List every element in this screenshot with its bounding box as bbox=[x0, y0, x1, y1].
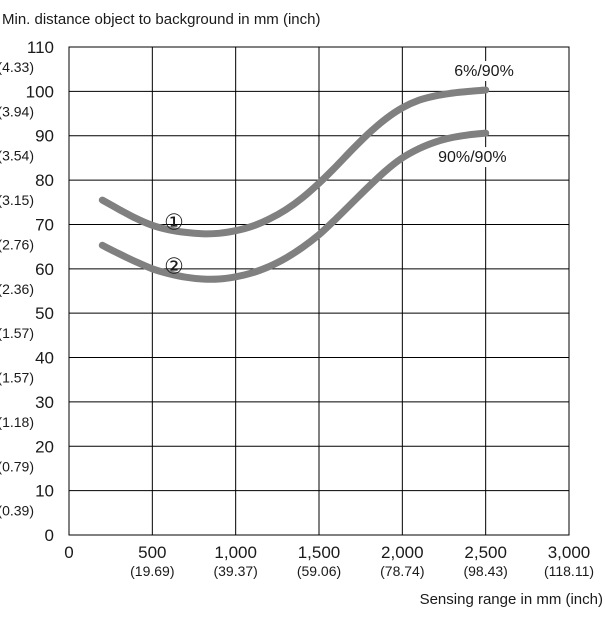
x-tick-label: 0 bbox=[64, 543, 73, 562]
series-name-label-2: 90%/90% bbox=[438, 149, 507, 166]
series-layer bbox=[98, 86, 490, 283]
y-tick-label: 20 bbox=[35, 437, 54, 456]
y-tick-sublabel: (3.54) bbox=[0, 148, 34, 164]
y-tick-label: 10 bbox=[35, 482, 54, 501]
x-axis-title: Sensing range in mm (inch) bbox=[420, 591, 603, 608]
y-tick-label: 30 bbox=[35, 393, 54, 412]
y-tick-label: 100 bbox=[26, 82, 54, 101]
y-tick-label: 90 bbox=[35, 127, 54, 146]
y-tick-label: 60 bbox=[35, 260, 54, 279]
y-tick-label: 40 bbox=[35, 349, 54, 368]
x-tick-label: 1,000 bbox=[214, 543, 257, 562]
series-marker-2: ② bbox=[164, 253, 184, 278]
y-tick-sublabel: (1.57) bbox=[0, 325, 34, 341]
y-tick-sublabel: (2.76) bbox=[0, 236, 34, 252]
y-axis-title: Min. distance object to background in mm… bbox=[2, 11, 320, 28]
x-tick-label: 500 bbox=[138, 543, 166, 562]
y-tick-sublabel: (1.57) bbox=[0, 370, 34, 386]
x-tick-label: 2,000 bbox=[381, 543, 424, 562]
label-layer: 010(0.39)20(0.79)30(1.18)40(1.57)50(1.57… bbox=[0, 38, 594, 579]
plot-frame bbox=[68, 46, 570, 536]
x-tick-label: 2,500 bbox=[464, 543, 507, 562]
y-tick-sublabel: (3.94) bbox=[0, 103, 34, 119]
x-tick-sublabel: (39.37) bbox=[213, 563, 257, 579]
series-marker-1: ① bbox=[164, 209, 184, 234]
series-name-label-1: 6%/90% bbox=[454, 63, 514, 80]
series-name-bg bbox=[432, 147, 513, 168]
y-tick-label: 110 bbox=[27, 38, 54, 57]
y-tick-label: 80 bbox=[35, 171, 54, 190]
y-tick-label: 50 bbox=[35, 304, 54, 323]
y-tick-sublabel: (1.18) bbox=[0, 414, 34, 430]
grid-layer bbox=[68, 46, 570, 536]
y-tick-sublabel: (0.79) bbox=[0, 458, 34, 474]
x-tick-label: 3,000 bbox=[548, 543, 591, 562]
series-line-1 bbox=[98, 86, 490, 238]
y-tick-sublabel: (4.33) bbox=[0, 59, 34, 75]
series-name-bg bbox=[444, 61, 524, 82]
y-tick-sublabel: (0.39) bbox=[0, 503, 34, 519]
series-line-2 bbox=[98, 129, 490, 283]
y-tick-sublabel: (2.36) bbox=[0, 281, 34, 297]
x-tick-sublabel: (19.69) bbox=[130, 563, 174, 579]
x-tick-sublabel: (78.74) bbox=[380, 563, 424, 579]
x-tick-sublabel: (98.43) bbox=[463, 563, 507, 579]
y-tick-label: 0 bbox=[45, 526, 54, 545]
y-tick-label: 70 bbox=[35, 215, 54, 234]
axis-layer bbox=[68, 46, 570, 536]
x-tick-sublabel: (118.11) bbox=[544, 563, 594, 579]
x-tick-label: 1,500 bbox=[298, 543, 341, 562]
x-tick-sublabel: (59.06) bbox=[297, 563, 341, 579]
y-tick-sublabel: (3.15) bbox=[0, 192, 34, 208]
